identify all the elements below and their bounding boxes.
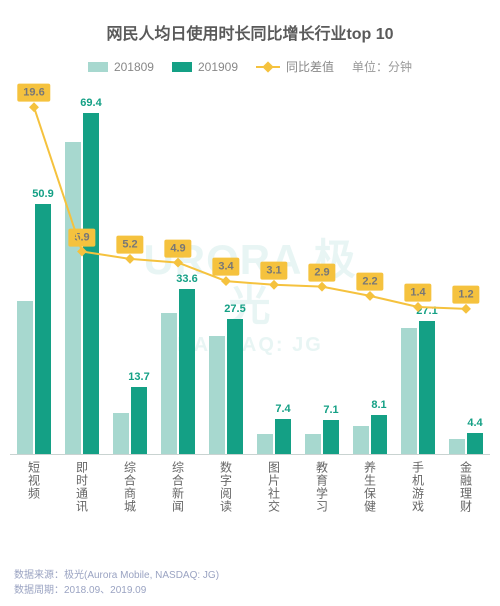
x-axis-label: 数字阅读 xyxy=(218,461,235,513)
bar-series-b: 50.9 xyxy=(35,204,51,455)
bar-series-b: 69.4 xyxy=(83,113,99,455)
x-axis-label: 教育学习 xyxy=(314,461,331,513)
bar-series-a xyxy=(113,413,129,455)
legend-series-b: 201909 xyxy=(172,60,238,74)
bar-value-label: 50.9 xyxy=(32,188,53,200)
footer: 数据来源：极光(Aurora Mobile, NASDAQ: JG) 数据周期：… xyxy=(14,568,219,598)
x-axis-label: 金融理财 xyxy=(458,461,475,513)
x-axis-label: 短视频 xyxy=(26,461,43,500)
category-group: 7.4 xyxy=(257,419,291,456)
footer-source: 数据来源：极光(Aurora Mobile, NASDAQ: JG) xyxy=(14,568,219,583)
bar-series-b: 33.6 xyxy=(179,289,195,455)
bar-series-b: 4.4 xyxy=(467,433,483,455)
bar-value-label: 4.4 xyxy=(467,417,482,429)
category-group: 7.1 xyxy=(305,420,339,455)
x-axis-label: 综合新闻 xyxy=(170,461,187,513)
category-group: 69.4 xyxy=(65,113,99,455)
bar-value-label: 13.7 xyxy=(128,371,149,383)
bar-series-a xyxy=(257,434,273,455)
category-group: 8.1 xyxy=(353,415,387,455)
legend: 201809 201909 同比差值 单位：分钟 xyxy=(10,58,490,75)
bar-value-label: 27.1 xyxy=(416,305,437,317)
x-axis-label: 图片社交 xyxy=(266,461,283,513)
category-group: 50.9 xyxy=(17,204,51,455)
bar-series-a xyxy=(305,434,321,455)
bar-series-a xyxy=(65,142,81,455)
bar-series-a xyxy=(209,336,225,455)
legend-swatch-b xyxy=(172,62,192,72)
diff-value-label: 5.2 xyxy=(116,235,143,253)
diff-value-label: 19.6 xyxy=(17,84,50,102)
chart-title: 网民人均日使用时长同比增长行业top 10 xyxy=(10,20,490,44)
footer-period: 数据周期：2018.09、2019.09 xyxy=(14,583,219,598)
bar-series-b: 27.1 xyxy=(419,321,435,455)
category-group: 13.7 xyxy=(113,387,147,455)
bar-value-label: 69.4 xyxy=(80,97,101,109)
x-axis-labels: 短视频 即时通讯 综合商城 综合新闻 数字阅读 图片社交 教育学习 养生保健 手机游戏 金融理财 xyxy=(10,455,490,525)
diff-value-label: 3.4 xyxy=(212,258,239,276)
legend-label-diff: 同比差值 xyxy=(286,58,334,75)
diff-value-label: 2.2 xyxy=(356,272,383,290)
bar-series-b: 27.5 xyxy=(227,319,243,455)
x-axis-label: 手机游戏 xyxy=(410,461,427,513)
bar-series-b: 13.7 xyxy=(131,387,147,455)
bar-series-a xyxy=(449,439,465,455)
legend-diff: 同比差值 xyxy=(256,58,334,75)
bar-series-b: 8.1 xyxy=(371,415,387,455)
bar-series-a xyxy=(17,301,33,455)
category-group: 27.1 xyxy=(401,321,435,455)
bar-series-a xyxy=(401,328,417,455)
diff-value-label: 5.9 xyxy=(68,228,95,246)
legend-swatch-a xyxy=(88,62,108,72)
bar-value-label: 8.1 xyxy=(371,399,386,411)
legend-series-a: 201809 xyxy=(88,60,154,74)
bar-value-label: 33.6 xyxy=(176,273,197,285)
bar-series-a xyxy=(353,426,369,455)
plot-area: URORA 极光 NASDAQ: JG 50.919.669.45.913.75… xyxy=(10,85,490,525)
diff-value-label: 1.4 xyxy=(404,284,431,302)
diff-value-label: 3.1 xyxy=(260,261,287,279)
legend-label-b: 201909 xyxy=(198,60,238,74)
diff-value-label: 1.2 xyxy=(452,285,479,303)
legend-label-a: 201809 xyxy=(114,60,154,74)
chart-container: 网民人均日使用时长同比增长行业top 10 201809 201909 同比差值… xyxy=(0,0,500,606)
x-axis-label: 即时通讯 xyxy=(74,461,91,513)
legend-line-swatch xyxy=(256,66,280,68)
category-group: 4.4 xyxy=(449,433,483,455)
bar-series-b: 7.1 xyxy=(323,420,339,455)
bar-series-a xyxy=(161,313,177,455)
diff-value-label: 4.9 xyxy=(164,239,191,257)
x-axis-label: 养生保健 xyxy=(362,461,379,513)
bars-area: 50.919.669.45.913.75.233.64.927.53.47.43… xyxy=(10,85,490,455)
bar-series-b: 7.4 xyxy=(275,419,291,456)
x-axis-label: 综合商城 xyxy=(122,461,139,513)
category-group: 27.5 xyxy=(209,319,243,455)
legend-unit: 单位：分钟 xyxy=(352,58,412,75)
bar-value-label: 7.4 xyxy=(275,403,290,415)
diff-value-label: 2.9 xyxy=(308,263,335,281)
bar-value-label: 27.5 xyxy=(224,303,245,315)
category-group: 33.6 xyxy=(161,289,195,455)
bar-value-label: 7.1 xyxy=(323,404,338,416)
